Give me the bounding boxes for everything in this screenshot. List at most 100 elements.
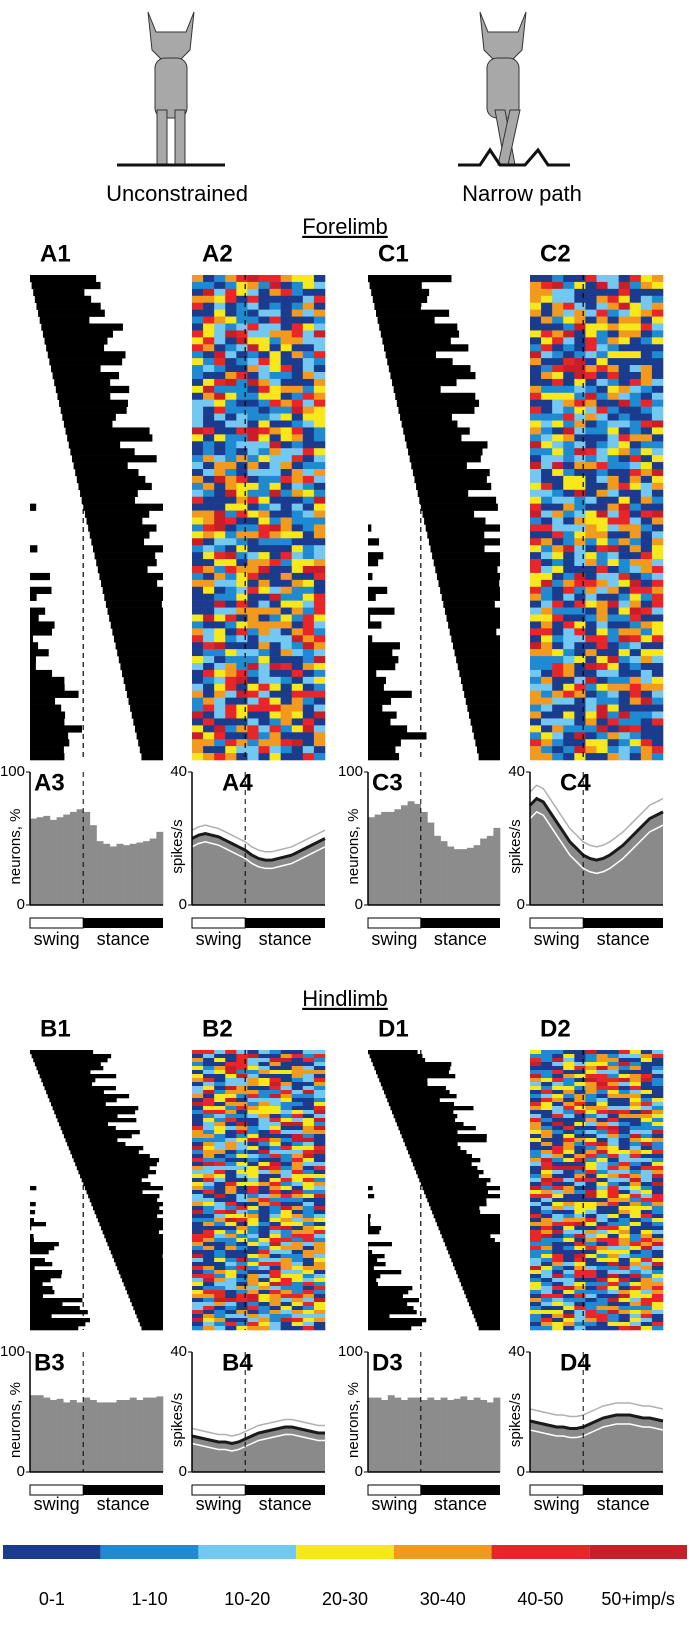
heat-cell [281, 1258, 292, 1262]
heat-cell [597, 282, 608, 289]
heat-cell [619, 1094, 630, 1098]
heat-cell [270, 635, 281, 642]
heat-cell [270, 518, 281, 525]
raster-row [91, 538, 144, 545]
heat-cell [585, 1138, 596, 1142]
heat-cell [652, 1294, 663, 1298]
heat-cell [214, 1258, 225, 1262]
raster-row [461, 677, 500, 684]
heat-cell [236, 476, 247, 483]
heat-cell [281, 712, 292, 719]
heat-cell [574, 1246, 585, 1250]
heat-cell [236, 1298, 247, 1302]
bar [381, 812, 388, 905]
heat-cell [247, 455, 258, 462]
heat-cell [225, 504, 236, 511]
heat-cell [214, 1066, 225, 1070]
heat-cell [303, 1070, 314, 1074]
heat-cell [630, 434, 641, 441]
heat-cell [292, 691, 303, 698]
heat-cell [303, 1154, 314, 1158]
heat-cell [192, 483, 203, 490]
heat-cell [281, 1066, 292, 1070]
heat-cell [585, 642, 596, 649]
heat-cell [303, 1286, 314, 1290]
heat-cell [303, 1274, 314, 1278]
heat-cell [630, 358, 641, 365]
bar [83, 812, 90, 905]
heat-cell [530, 691, 541, 698]
heat-cell [225, 497, 236, 504]
raster-row [472, 1310, 500, 1314]
heat-cell [597, 303, 608, 310]
heat-cell [630, 1066, 641, 1070]
heat-cell [641, 746, 652, 753]
heat-cell [247, 1314, 258, 1318]
heat-cell [641, 386, 652, 393]
heat-cell [585, 1214, 596, 1218]
heat-cell [597, 1274, 608, 1278]
heat-cell [203, 1282, 214, 1286]
bar [43, 816, 50, 905]
heat-cell [203, 455, 214, 462]
heat-cell [259, 531, 270, 538]
heat-cell [552, 1110, 563, 1114]
heat-cell [630, 1126, 641, 1130]
heat-cell [641, 427, 652, 434]
heat-cell [292, 407, 303, 414]
heat-cell [619, 1086, 630, 1090]
heat-cell [214, 1186, 225, 1190]
heat-cell [530, 1086, 541, 1090]
heat-cell [292, 1186, 303, 1190]
heat-cell [652, 1122, 663, 1126]
heat-cell [641, 524, 652, 531]
heat-cell [641, 1166, 652, 1170]
raster-row [467, 1298, 500, 1302]
heat-cell [203, 1082, 214, 1086]
heat-cell [270, 1142, 281, 1146]
heat-cell [292, 1142, 303, 1146]
bar [375, 815, 382, 905]
heat-cell [574, 552, 585, 559]
bar [401, 805, 408, 905]
heat-cell [641, 545, 652, 552]
heat-cell [270, 1214, 281, 1218]
heat-cell [270, 275, 281, 282]
heat-cell [203, 303, 214, 310]
heat-cell [597, 455, 608, 462]
heat-cell [641, 531, 652, 538]
heat-cell [552, 1262, 563, 1266]
heat-cell [552, 1206, 563, 1210]
heat-cell [281, 282, 292, 289]
heat-cell [192, 289, 203, 296]
heat-cell [192, 670, 203, 677]
heat-cell [314, 1234, 325, 1238]
heat-cell [585, 1050, 596, 1054]
raster-row [30, 1302, 62, 1306]
heat-cell [247, 1326, 258, 1330]
heat-cell [225, 712, 236, 719]
raster-row [77, 476, 146, 483]
heat-cell [597, 1290, 608, 1294]
heat-cell [225, 1210, 236, 1214]
raster-row [122, 670, 163, 677]
heat-cell [281, 1306, 292, 1310]
heat-cell [530, 1230, 541, 1234]
heat-cell [281, 677, 292, 684]
heat-cell [619, 1134, 630, 1138]
heat-cell [192, 1326, 203, 1330]
heat-cell [563, 677, 574, 684]
heat-cell [192, 663, 203, 670]
heat-cell [619, 677, 630, 684]
heat-cell [597, 344, 608, 351]
heat-cell [641, 725, 652, 732]
heat-cell [608, 1278, 619, 1282]
heat-cell [259, 372, 270, 379]
heat-cell [236, 379, 247, 386]
heat-cell [597, 573, 608, 580]
heat-cell [314, 1118, 325, 1122]
raster-row [435, 1218, 500, 1222]
raster-row [117, 1266, 163, 1270]
raster-row [30, 691, 79, 698]
raster-row [394, 1114, 458, 1118]
